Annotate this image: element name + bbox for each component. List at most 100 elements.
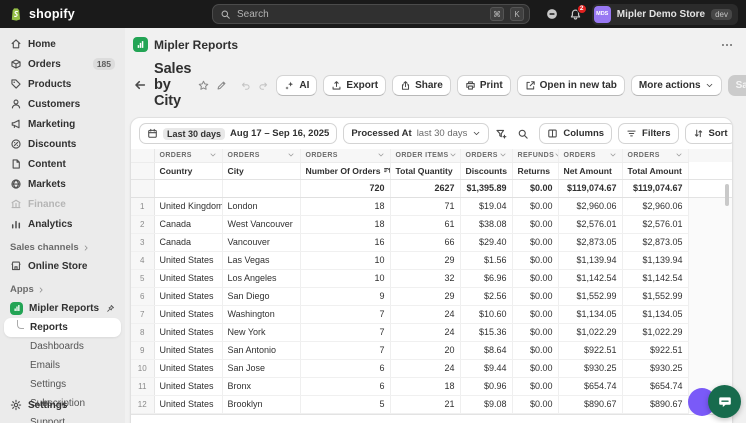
table-row[interactable]: 9 United States San Antonio 7 20 $8.64 $0.00 $9… bbox=[131, 341, 732, 360]
group-header[interactable]: ORDERS bbox=[154, 149, 223, 163]
table-search-icon[interactable] bbox=[513, 124, 533, 144]
processed-at-dropdown[interactable]: Processed At last 30 days bbox=[343, 123, 490, 144]
chevron-down-icon[interactable] bbox=[554, 151, 558, 159]
export-button[interactable]: Export bbox=[323, 74, 387, 96]
sort-button[interactable]: Sort bbox=[684, 123, 732, 144]
back-button[interactable] bbox=[133, 78, 147, 92]
sidebar-subitem-dashboards[interactable]: Dashboards bbox=[30, 341, 84, 352]
apps-section[interactable]: Apps bbox=[4, 284, 121, 295]
sidebar-subitem-support[interactable]: Support bbox=[30, 417, 66, 423]
cell-returns: $0.00 bbox=[512, 341, 559, 360]
group-header[interactable]: ORDERS bbox=[460, 149, 513, 163]
group-header[interactable]: ORDERS bbox=[622, 149, 689, 163]
save-button[interactable]: Save bbox=[727, 74, 746, 96]
cell-total-quantity: 18 bbox=[390, 377, 461, 396]
vertical-scrollbar[interactable] bbox=[725, 184, 729, 206]
table-row[interactable]: 4 United States Las Vegas 10 29 $1.56 $0.00 $1,… bbox=[131, 251, 732, 270]
sidebar-item-online-store[interactable]: Online Store bbox=[4, 256, 121, 276]
sidebar-subitem-subscription[interactable]: Subscription bbox=[30, 398, 86, 409]
sidebar-item-settings[interactable]: Settings bbox=[4, 395, 121, 415]
favorite-star-icon[interactable] bbox=[198, 80, 209, 91]
notifications-button[interactable]: 2 bbox=[569, 3, 587, 21]
chevron-down-icon[interactable] bbox=[609, 151, 617, 159]
sidebar-item-marketing[interactable]: Marketing bbox=[4, 114, 121, 134]
more-actions-button[interactable]: More actions bbox=[630, 74, 722, 96]
chevron-down-icon[interactable] bbox=[209, 151, 217, 159]
chevron-down-icon[interactable] bbox=[499, 151, 507, 159]
table-row[interactable]: 1 United Kingdom London 18 71 $19.04 $0.00 $2,9… bbox=[131, 197, 732, 216]
column-header-country[interactable]: Country bbox=[154, 162, 223, 180]
column-header-number-of-orders[interactable]: Number Of Orders bbox=[300, 162, 391, 180]
table-row[interactable]: 10 United States San Jose 6 24 $9.44 $0.00 $930… bbox=[131, 359, 732, 378]
table-row[interactable]: 5 United States Los Angeles 10 32 $6.96 $0.00 $… bbox=[131, 269, 732, 288]
group-header[interactable]: ORDERS bbox=[558, 149, 623, 163]
redo-icon[interactable] bbox=[258, 80, 269, 91]
total-quantity: 2627 bbox=[390, 179, 461, 198]
date-range-label: Aug 17 – Sep 16, 2025 bbox=[230, 128, 330, 139]
filters-button[interactable]: Filters bbox=[618, 123, 679, 144]
home-icon bbox=[10, 38, 22, 50]
cell-total-quantity: 24 bbox=[390, 305, 461, 324]
sidebar-subitem-settings[interactable]: Settings bbox=[30, 379, 67, 390]
chevron-down-icon[interactable] bbox=[377, 151, 385, 159]
ai-button[interactable]: AI bbox=[276, 74, 318, 96]
sidebar-item-products[interactable]: Products bbox=[4, 74, 121, 94]
sales-channels-section[interactable]: Sales channels bbox=[4, 242, 121, 253]
pin-icon[interactable] bbox=[106, 304, 115, 313]
cell-city: Vancouver bbox=[222, 233, 301, 252]
open-in-new-tab-button[interactable]: Open in new tab bbox=[516, 74, 625, 96]
shopify-bag-icon bbox=[8, 6, 24, 22]
chevron-down-icon[interactable] bbox=[287, 151, 295, 159]
cell-returns: $0.00 bbox=[512, 359, 559, 378]
store-menu[interactable]: MDS Mipler Demo Store dev bbox=[591, 3, 738, 25]
chat-launcher[interactable] bbox=[708, 385, 741, 418]
sidebar-item-orders[interactable]: Orders 185 bbox=[4, 54, 121, 74]
sidebar-subitem-reports[interactable]: Reports bbox=[4, 318, 121, 337]
sidebar-item-customers[interactable]: Customers bbox=[4, 94, 121, 114]
sidebar-item-finance[interactable]: Finance bbox=[4, 194, 121, 214]
cell-net-amount: $2,873.05 bbox=[558, 233, 623, 252]
columns-button[interactable]: Columns bbox=[539, 123, 613, 144]
inbox-icon[interactable] bbox=[545, 7, 559, 21]
chevron-down-icon[interactable] bbox=[449, 151, 457, 159]
global-search[interactable]: ⌘ K bbox=[212, 4, 530, 24]
column-header-total-amount[interactable]: Total Amount bbox=[622, 162, 689, 180]
group-header[interactable]: ORDER ITEMS bbox=[390, 149, 461, 163]
table-row[interactable]: 2 Canada West Vancouver 18 61 $38.08 $0.00 $2,5… bbox=[131, 215, 732, 234]
column-header-total-quantity[interactable]: Total Quantity bbox=[390, 162, 461, 180]
sidebar-subitem-emails[interactable]: Emails bbox=[30, 360, 61, 371]
add-filter-icon[interactable] bbox=[495, 124, 507, 144]
rename-pencil-icon[interactable] bbox=[216, 80, 227, 91]
cell-returns: $0.00 bbox=[512, 233, 559, 252]
group-header[interactable]: ORDERS bbox=[222, 149, 301, 163]
sidebar-item-home[interactable]: Home bbox=[4, 34, 121, 54]
cell-country: United States bbox=[154, 341, 223, 360]
column-header-discounts[interactable]: Discounts bbox=[460, 162, 513, 180]
group-header[interactable]: REFUNDS bbox=[512, 149, 559, 163]
app-title: Mipler Reports bbox=[154, 37, 239, 52]
column-header-city[interactable]: City bbox=[222, 162, 301, 180]
cell-net-amount: $890.67 bbox=[558, 395, 623, 414]
date-range-button[interactable]: Last 30 days Aug 17 – Sep 16, 2025 bbox=[139, 123, 338, 144]
print-button[interactable]: Print bbox=[456, 74, 511, 96]
column-header-returns[interactable]: Returns bbox=[512, 162, 559, 180]
sidebar-item-discounts[interactable]: Discounts bbox=[4, 134, 121, 154]
undo-icon[interactable] bbox=[240, 80, 251, 91]
shopify-logo[interactable]: shopify bbox=[8, 6, 208, 22]
table-row[interactable]: 12 United States Brooklyn 5 21 $9.08 $0.00 $890… bbox=[131, 395, 732, 414]
sidebar-item-content[interactable]: Content bbox=[4, 154, 121, 174]
share-button[interactable]: Share bbox=[392, 74, 451, 96]
table-row[interactable]: 6 United States San Diego 9 29 $2.56 $0.00 $1,5… bbox=[131, 287, 732, 306]
table-row[interactable]: 3 Canada Vancouver 16 66 $29.40 $0.00 $2,873.05… bbox=[131, 233, 732, 252]
search-input[interactable] bbox=[237, 8, 484, 20]
table-row[interactable]: 11 United States Bronx 6 18 $0.96 $0.00 $654.74… bbox=[131, 377, 732, 396]
table-row[interactable]: 7 United States Washington 7 24 $10.60 $0.00 $1… bbox=[131, 305, 732, 324]
table-row[interactable]: 8 United States New York 7 24 $15.36 $0.00 $1,0… bbox=[131, 323, 732, 342]
column-header-net-amount[interactable]: Net Amount bbox=[558, 162, 623, 180]
group-header[interactable]: ORDERS bbox=[300, 149, 391, 163]
chevron-down-icon[interactable] bbox=[675, 151, 683, 159]
sidebar-item-mipler-reports[interactable]: Mipler Reports bbox=[4, 298, 121, 318]
sidebar-item-markets[interactable]: Markets bbox=[4, 174, 121, 194]
sidebar-item-analytics[interactable]: Analytics bbox=[4, 214, 121, 234]
more-menu-icon[interactable] bbox=[720, 38, 734, 52]
